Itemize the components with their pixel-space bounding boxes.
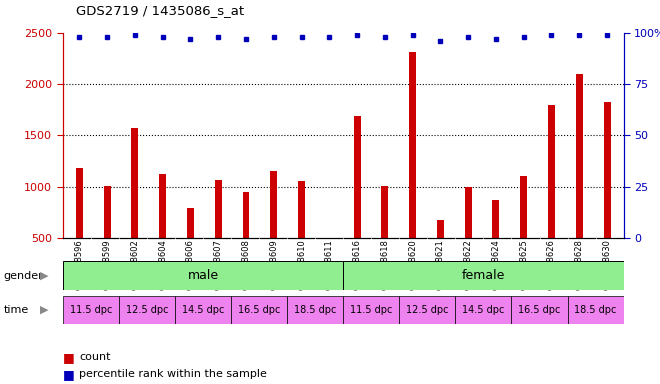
Bar xyxy=(576,74,583,290)
Bar xyxy=(187,208,194,290)
Text: GDS2719 / 1435086_s_at: GDS2719 / 1435086_s_at xyxy=(76,4,244,17)
Text: count: count xyxy=(79,352,111,362)
Bar xyxy=(287,296,343,324)
Text: ▶: ▶ xyxy=(40,270,48,281)
Text: ■: ■ xyxy=(63,351,75,364)
Bar xyxy=(119,296,175,324)
Bar xyxy=(298,180,305,290)
Bar xyxy=(326,238,333,290)
Text: 18.5 dpc: 18.5 dpc xyxy=(574,305,617,315)
Text: 14.5 dpc: 14.5 dpc xyxy=(182,305,224,315)
Bar xyxy=(437,220,444,290)
Text: 12.5 dpc: 12.5 dpc xyxy=(406,305,449,315)
Text: female: female xyxy=(462,269,505,282)
Bar xyxy=(381,186,388,290)
Bar xyxy=(271,171,277,290)
Text: ■: ■ xyxy=(63,368,75,381)
Bar xyxy=(343,296,399,324)
Bar xyxy=(492,200,500,290)
Text: gender: gender xyxy=(3,270,43,281)
Bar xyxy=(354,116,360,290)
Bar xyxy=(63,261,343,290)
Text: 11.5 dpc: 11.5 dpc xyxy=(69,305,112,315)
Bar xyxy=(399,296,455,324)
Text: ▶: ▶ xyxy=(40,305,48,315)
Bar xyxy=(242,192,249,290)
Text: 16.5 dpc: 16.5 dpc xyxy=(238,305,280,315)
Bar xyxy=(214,180,222,290)
Bar xyxy=(175,296,231,324)
Text: 11.5 dpc: 11.5 dpc xyxy=(350,305,393,315)
Bar xyxy=(568,296,624,324)
Bar xyxy=(465,187,472,290)
Text: 12.5 dpc: 12.5 dpc xyxy=(125,305,168,315)
Bar xyxy=(520,177,527,290)
Text: male: male xyxy=(187,269,218,282)
Bar xyxy=(231,296,287,324)
Bar xyxy=(603,103,610,290)
Bar xyxy=(455,296,512,324)
Bar xyxy=(512,296,568,324)
Text: 16.5 dpc: 16.5 dpc xyxy=(518,305,561,315)
Text: 14.5 dpc: 14.5 dpc xyxy=(462,305,505,315)
Bar xyxy=(548,104,555,290)
Bar xyxy=(409,52,416,290)
Bar xyxy=(343,261,624,290)
Bar xyxy=(76,168,83,290)
Bar xyxy=(104,186,111,290)
Bar xyxy=(131,127,139,290)
Text: 18.5 dpc: 18.5 dpc xyxy=(294,305,337,315)
Bar xyxy=(159,174,166,290)
Bar xyxy=(63,296,119,324)
Text: time: time xyxy=(3,305,28,315)
Text: percentile rank within the sample: percentile rank within the sample xyxy=(79,369,267,379)
